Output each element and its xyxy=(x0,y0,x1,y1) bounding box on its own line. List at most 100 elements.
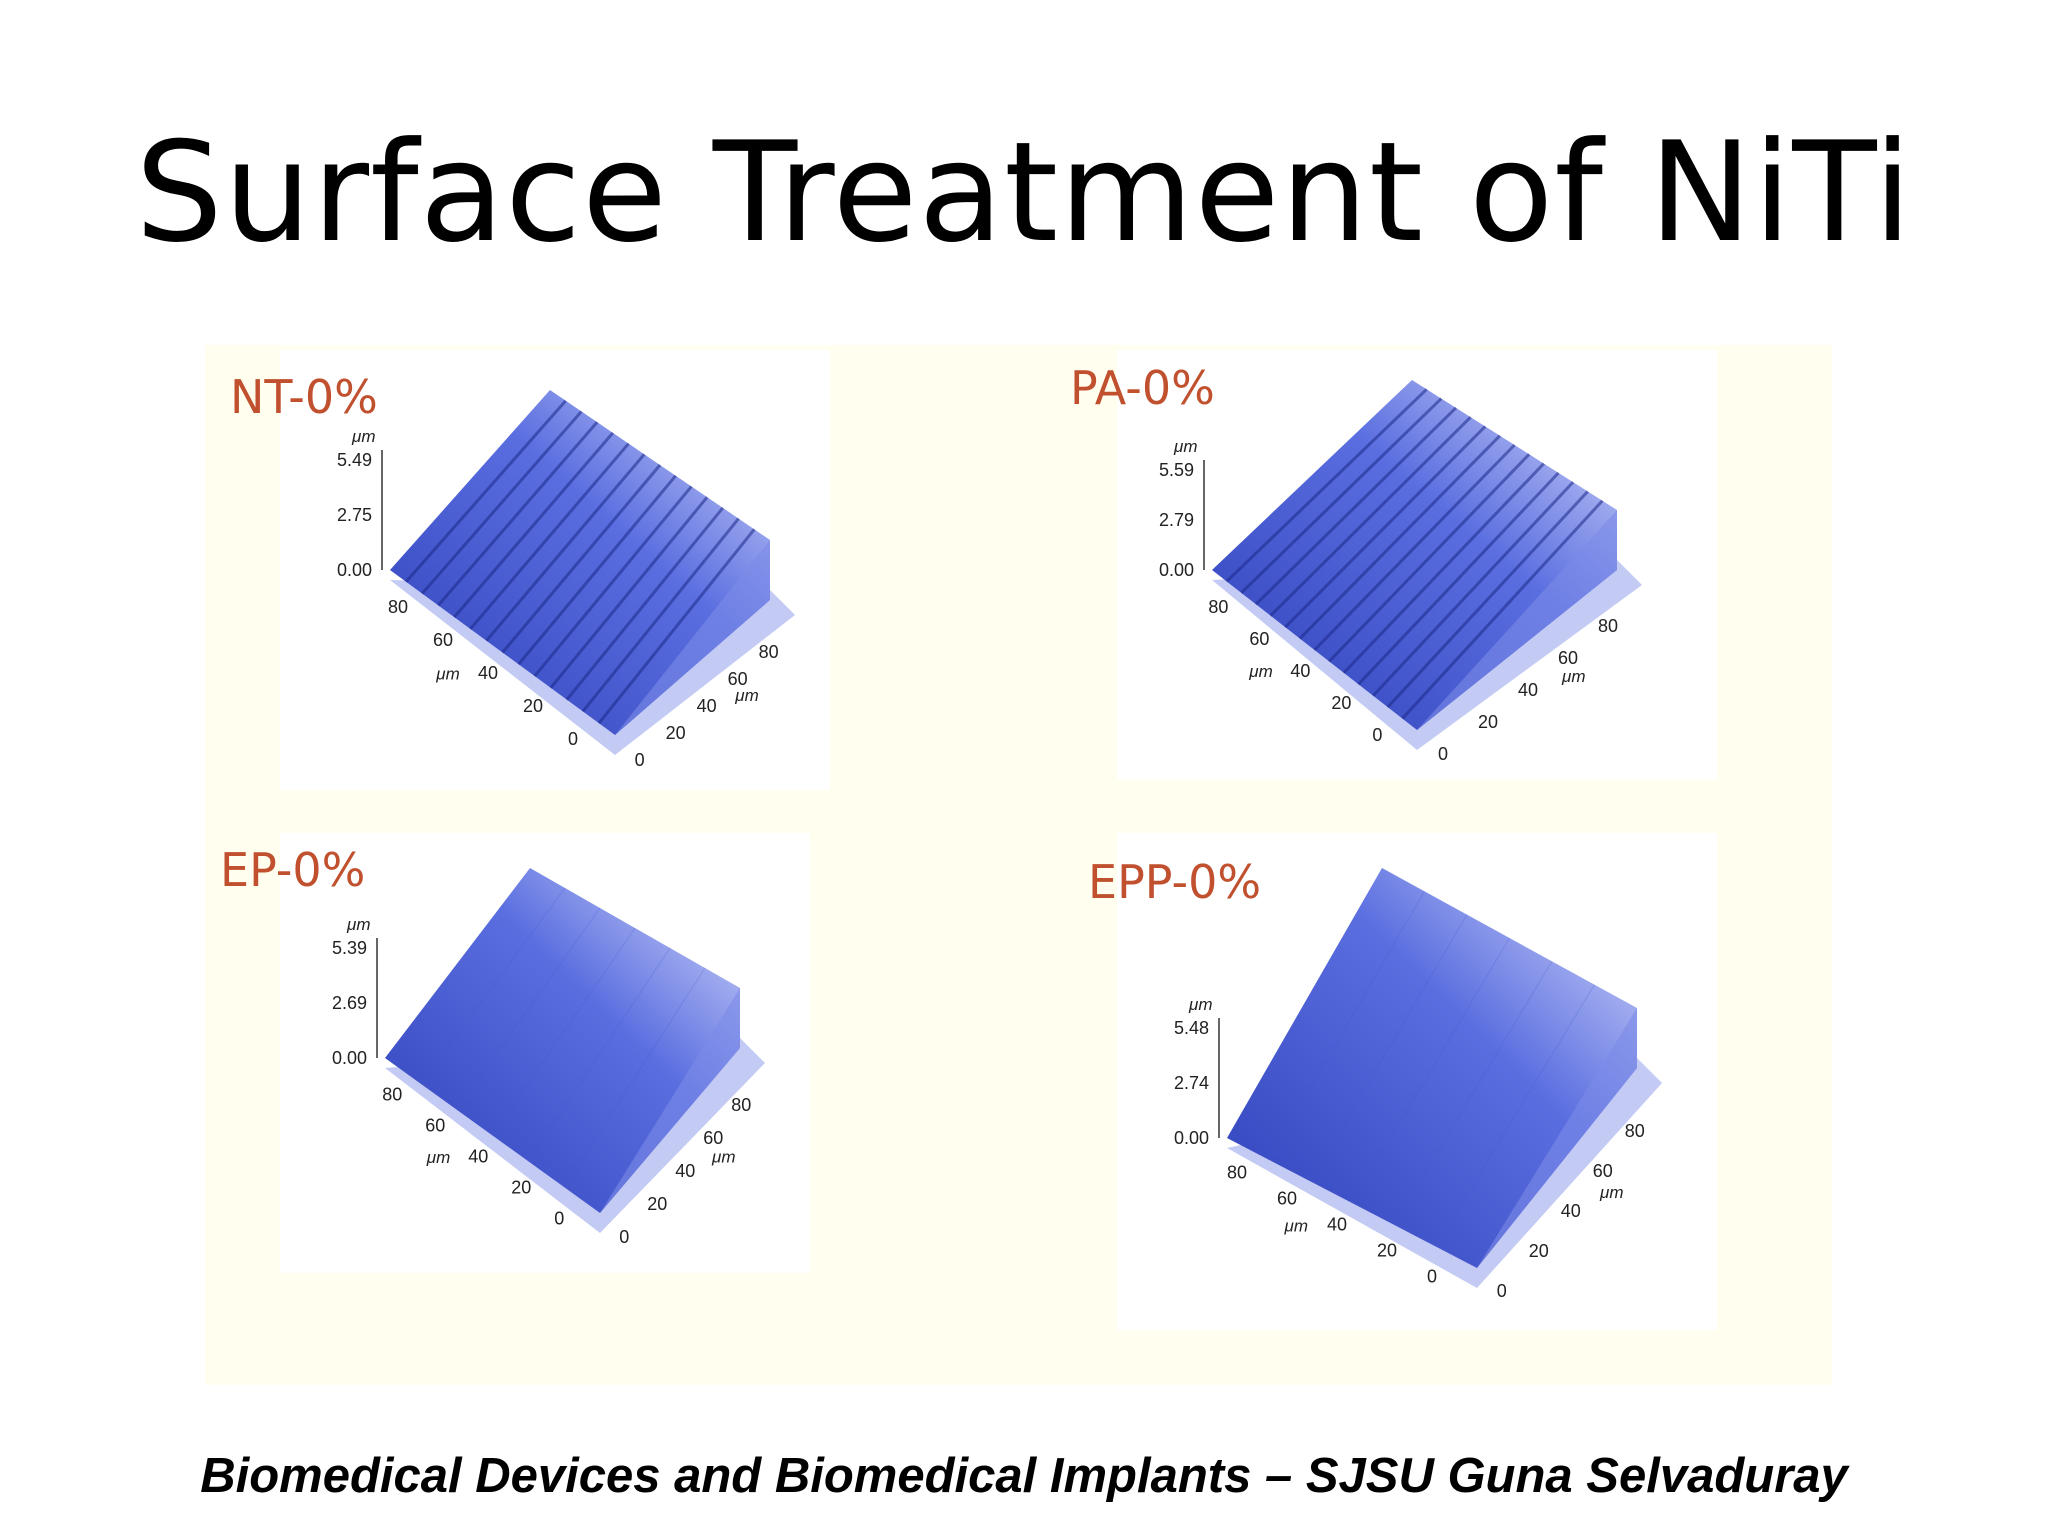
z-tick-label: 2.69 xyxy=(332,993,367,1013)
afm-surface-side xyxy=(1477,1008,1637,1268)
y-axis-unit: μm xyxy=(1248,662,1272,681)
x-tick-label: 20 xyxy=(666,723,686,743)
afm-surface-texture xyxy=(1269,416,1472,617)
x-tick-label: 0 xyxy=(635,750,645,770)
y-tick-label: 0 xyxy=(554,1208,564,1228)
y-tick-label: 0 xyxy=(568,729,578,749)
afm-surface-graphic: μm 5.49 2.75 0.00 80 60 40 20 0 μm 0 20 40 60 80 μm xyxy=(337,390,795,770)
sample-label-nt: NT-0% xyxy=(230,370,378,424)
x-tick-label: 40 xyxy=(1518,680,1538,700)
x-tick-label: 60 xyxy=(1593,1161,1613,1181)
y-axis-unit: μm xyxy=(1284,1217,1308,1236)
sample-label-epp: EPP-0% xyxy=(1088,855,1262,909)
y-tick-label: 40 xyxy=(1327,1214,1347,1234)
afm-surface-texture xyxy=(1393,961,1553,1225)
y-tick-label: 40 xyxy=(468,1146,488,1166)
x-tick-label: 60 xyxy=(703,1128,723,1148)
afm-surface-texture xyxy=(597,528,756,725)
y-tick-label: 60 xyxy=(433,630,453,650)
z-tick-label: 5.49 xyxy=(337,450,372,470)
afm-surface-texture xyxy=(1351,937,1510,1204)
x-tick-label: 40 xyxy=(697,696,717,716)
afm-surface-graphic: μm 5.59 2.79 0.00 80 60 40 20 0 μm 0 20 40 60 80 μm xyxy=(1159,380,1642,764)
x-axis-unit: μm xyxy=(1561,667,1585,686)
afm-surface-graphic: μm 5.48 2.74 0.00 80 60 40 20 0 μm 0 20 40 60 80 μm xyxy=(1174,868,1662,1301)
z-axis-unit: μm xyxy=(346,915,370,934)
x-tick-label: 80 xyxy=(1598,616,1618,636)
afm-surface xyxy=(1227,868,1637,1268)
z-tick-label: 0.00 xyxy=(1174,1128,1209,1148)
afm-surface-texture xyxy=(1309,914,1468,1182)
x-tick-label: 80 xyxy=(759,642,779,662)
y-tick-label: 80 xyxy=(382,1084,402,1104)
x-tick-label: 0 xyxy=(1438,744,1448,764)
afm-plot-pa: μm 5.59 2.79 0.00 80 60 40 20 0 μm 0 20 40 60 80 μm xyxy=(1117,350,1717,780)
afm-plot-nt: μm 5.49 2.75 0.00 80 60 40 20 0 μm 0 20 40 60 80 μm xyxy=(280,350,830,790)
y-tick-label: 60 xyxy=(425,1115,445,1135)
afm-surface xyxy=(385,868,740,1213)
y-axis-unit: μm xyxy=(435,664,459,683)
afm-surface-texture xyxy=(549,496,709,689)
afm-surface-texture xyxy=(404,399,567,583)
afm-surface-texture xyxy=(1313,443,1516,652)
z-axis-unit: μm xyxy=(351,427,375,446)
afm-surface-texture xyxy=(1357,471,1560,686)
slide-title: Surface Treatment of NiTi xyxy=(135,112,1913,273)
afm-surface-texture xyxy=(563,967,706,1188)
afm-plot-epp: μm 5.48 2.74 0.00 80 60 40 20 0 μm 0 20 40 60 80 μm xyxy=(1117,833,1717,1330)
y-tick-label: 80 xyxy=(388,597,408,617)
afm-surface-texture xyxy=(1371,481,1575,697)
afm-surface-side xyxy=(1417,510,1617,730)
afm-surface-texture xyxy=(421,410,583,595)
x-tick-label: 20 xyxy=(647,1194,667,1214)
x-axis-unit: μm xyxy=(711,1147,735,1166)
afm-surface-texture xyxy=(453,431,614,619)
y-tick-label: 40 xyxy=(478,663,498,683)
afm-surface-texture xyxy=(469,442,630,630)
afm-surface-graphic: μm 5.39 2.69 0.00 80 60 40 20 0 μm 0 20 40 60 80 μm xyxy=(332,868,765,1247)
afm-surface-texture xyxy=(1268,891,1425,1160)
z-tick-label: 5.59 xyxy=(1159,460,1194,480)
x-tick-label: 40 xyxy=(1561,1201,1581,1221)
z-axis-unit: μm xyxy=(1173,437,1197,456)
z-tick-label: 2.79 xyxy=(1159,510,1194,530)
afm-surface-texture xyxy=(581,517,740,713)
afm-surface-texture xyxy=(420,887,566,1085)
y-tick-label: 20 xyxy=(523,696,543,716)
afm-surface-texture xyxy=(565,506,725,701)
afm-surface-texture xyxy=(1298,434,1501,640)
afm-surface-texture xyxy=(501,464,662,654)
z-tick-label: 0.00 xyxy=(332,1048,367,1068)
z-tick-label: 2.74 xyxy=(1174,1073,1209,1093)
y-tick-label: 20 xyxy=(511,1177,531,1197)
z-tick-label: 0.00 xyxy=(1159,560,1194,580)
afm-surface-texture xyxy=(1401,499,1604,720)
afm-surface-texture xyxy=(1434,984,1595,1247)
z-tick-label: 0.00 xyxy=(337,560,372,580)
z-tick-label: 5.48 xyxy=(1174,1018,1209,1038)
slide-footer: Biomedical Devices and Biomedical Implan… xyxy=(200,1449,1848,1503)
x-axis-unit: μm xyxy=(734,686,758,705)
x-tick-label: 60 xyxy=(728,669,748,689)
afm-surface-texture xyxy=(456,907,601,1110)
afm-surface-texture xyxy=(533,485,693,678)
x-tick-label: 60 xyxy=(1558,648,1578,668)
x-tick-label: 80 xyxy=(731,1095,751,1115)
y-tick-label: 80 xyxy=(1227,1162,1247,1182)
afm-figure-panel: μm 5.49 2.75 0.00 80 60 40 20 0 μm 0 20 40 60 80 μm μm 5… xyxy=(205,345,1832,1385)
x-tick-label: 0 xyxy=(1497,1281,1507,1301)
afm-surface-texture xyxy=(517,474,677,666)
afm-surface-texture xyxy=(1342,462,1545,674)
x-tick-label: 40 xyxy=(675,1161,695,1181)
x-axis-unit: μm xyxy=(1599,1183,1623,1202)
z-axis-unit: μm xyxy=(1188,995,1212,1014)
y-tick-label: 0 xyxy=(1372,725,1382,745)
x-tick-label: 80 xyxy=(1625,1121,1645,1141)
y-tick-label: 0 xyxy=(1427,1266,1437,1286)
y-tick-label: 80 xyxy=(1208,597,1228,617)
afm-plot-ep: μm 5.39 2.69 0.00 80 60 40 20 0 μm 0 20 40 60 80 μm xyxy=(280,833,810,1273)
x-tick-label: 20 xyxy=(1529,1241,1549,1261)
sample-label-pa: PA-0% xyxy=(1070,361,1215,415)
z-tick-label: 2.75 xyxy=(337,505,372,525)
afm-surface-texture xyxy=(1386,490,1589,709)
